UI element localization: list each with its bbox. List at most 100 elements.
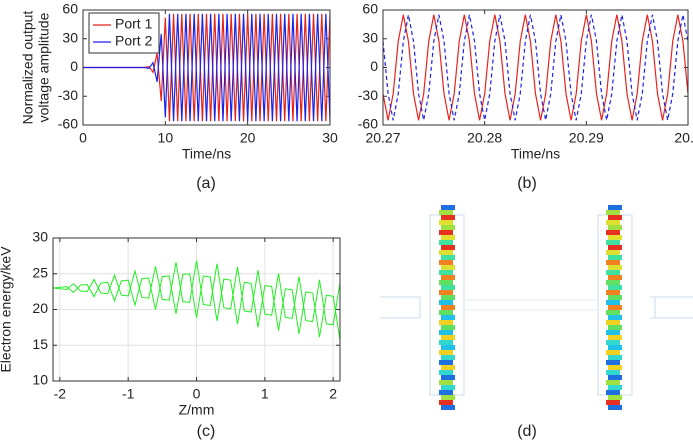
stripe — [608, 265, 622, 270]
x-tick-label: 20.29 — [569, 130, 604, 146]
x-tick-label: 2 — [329, 386, 337, 402]
panel-caption: (a) — [196, 175, 216, 192]
stripe — [439, 370, 453, 375]
stripe — [608, 355, 622, 360]
stripe — [608, 315, 622, 320]
stripe — [439, 380, 453, 385]
legend-label: Port 2 — [115, 33, 153, 49]
data-line — [83, 13, 330, 122]
y-tick-label: 0 — [370, 58, 378, 74]
y-tick-label: 60 — [362, 1, 378, 17]
stripe — [441, 375, 455, 380]
stripe — [606, 320, 620, 325]
stripe — [441, 405, 455, 410]
stripe — [441, 315, 455, 320]
data-line — [383, 14, 688, 121]
stripe — [606, 340, 620, 345]
outline — [464, 299, 598, 311]
stripe — [441, 245, 455, 250]
x-tick-label: 20.28 — [467, 130, 502, 146]
y-tick-label: 10 — [32, 372, 48, 388]
stripe — [608, 325, 622, 330]
y-tick-label: 30 — [62, 29, 78, 45]
stripe — [441, 295, 455, 300]
x-axis-label: Z/mm — [179, 402, 215, 418]
stripe — [606, 380, 620, 385]
stripe — [606, 220, 620, 225]
stripe — [439, 300, 453, 305]
stripe — [439, 220, 453, 225]
stripe — [439, 330, 453, 335]
stripe — [608, 255, 622, 260]
stripe — [606, 360, 620, 365]
stripe — [439, 400, 453, 405]
stripe — [439, 390, 453, 395]
stripe — [441, 305, 455, 310]
stripe — [439, 350, 453, 355]
stripe — [608, 375, 622, 380]
stripe — [608, 245, 622, 250]
stripe — [439, 260, 453, 265]
y-tick-label: -60 — [58, 116, 78, 132]
panel-caption: (d) — [517, 423, 537, 440]
stripe — [441, 255, 455, 260]
stripe — [606, 350, 620, 355]
stripe — [441, 265, 455, 270]
y-tick-label: -30 — [358, 87, 378, 103]
stripe — [439, 210, 453, 215]
stripe — [439, 240, 453, 245]
stripe — [606, 280, 620, 285]
stripe — [608, 285, 622, 290]
stripe — [441, 275, 455, 280]
stripe — [441, 345, 455, 350]
panel-caption: (c) — [197, 423, 216, 440]
panel-caption: (b) — [517, 175, 537, 192]
stripe — [441, 205, 455, 210]
stripe — [439, 280, 453, 285]
data-line — [53, 260, 340, 326]
stripe — [608, 275, 622, 280]
stripe — [608, 405, 622, 410]
stripe — [608, 295, 622, 300]
x-tick-label: 0 — [79, 130, 87, 146]
y-tick-label: 30 — [32, 229, 48, 245]
y-tick-label: 25 — [32, 264, 48, 280]
plot-frame — [52, 237, 341, 382]
stripe — [606, 290, 620, 295]
stripe — [439, 360, 453, 365]
stripe — [606, 240, 620, 245]
stripe — [441, 235, 455, 240]
y-axis-label: Normalized output — [20, 11, 36, 125]
stripe — [608, 205, 622, 210]
stripe — [441, 225, 455, 230]
stripe — [608, 395, 622, 400]
stripe — [606, 270, 620, 275]
stripe — [439, 340, 453, 345]
plot-frame — [82, 9, 331, 126]
stripe — [606, 260, 620, 265]
stripe — [606, 390, 620, 395]
data-line — [383, 14, 688, 121]
stripe — [439, 250, 453, 255]
stripe — [439, 230, 453, 235]
y-tick-label: 15 — [32, 336, 48, 352]
legend-label: Port 1 — [115, 16, 153, 32]
y-tick-label: 60 — [62, 1, 78, 17]
outline — [380, 296, 693, 319]
y-axis-label: Electron energy/keV — [0, 246, 14, 373]
stripe — [606, 330, 620, 335]
x-tick-label: 20.3 — [674, 130, 693, 146]
legend-box — [88, 12, 160, 54]
stripe — [441, 395, 455, 400]
x-axis-label: Time/ns — [511, 146, 560, 162]
stripe — [441, 335, 455, 340]
stripe — [606, 300, 620, 305]
stripe — [606, 250, 620, 255]
stripe — [608, 225, 622, 230]
stripe — [441, 385, 455, 390]
x-tick-label: 0 — [193, 386, 201, 402]
stripe — [606, 310, 620, 315]
stripe — [441, 325, 455, 330]
y-axis-label: voltage amplitude — [36, 12, 52, 122]
